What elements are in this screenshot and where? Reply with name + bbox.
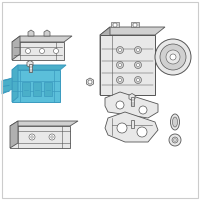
Circle shape — [113, 23, 117, 27]
Circle shape — [118, 78, 122, 82]
Polygon shape — [129, 94, 135, 100]
Circle shape — [172, 137, 178, 143]
Circle shape — [51, 136, 53, 138]
Circle shape — [88, 80, 92, 84]
Ellipse shape — [172, 117, 178, 127]
Polygon shape — [27, 60, 33, 68]
Ellipse shape — [170, 114, 180, 130]
Polygon shape — [2, 78, 12, 94]
Circle shape — [155, 39, 191, 75]
Bar — [130, 97, 134, 106]
Circle shape — [174, 139, 176, 141]
Bar — [33, 82, 41, 96]
Circle shape — [134, 76, 142, 84]
Polygon shape — [100, 27, 110, 95]
Circle shape — [170, 54, 176, 60]
Circle shape — [169, 134, 181, 146]
Polygon shape — [44, 30, 50, 36]
Circle shape — [134, 62, 142, 68]
Circle shape — [136, 78, 140, 82]
Polygon shape — [12, 65, 66, 70]
Circle shape — [160, 44, 186, 70]
Polygon shape — [12, 70, 60, 102]
Polygon shape — [10, 121, 18, 148]
Polygon shape — [87, 78, 93, 86]
Circle shape — [116, 46, 124, 53]
Bar — [44, 82, 52, 96]
Circle shape — [49, 134, 55, 140]
Circle shape — [137, 127, 147, 137]
Circle shape — [118, 48, 122, 51]
Circle shape — [117, 123, 127, 133]
Polygon shape — [10, 121, 78, 126]
Circle shape — [136, 64, 140, 66]
Bar — [10, 126, 70, 148]
Circle shape — [166, 50, 180, 64]
Polygon shape — [105, 92, 158, 118]
Polygon shape — [100, 27, 165, 35]
Circle shape — [116, 101, 124, 109]
Polygon shape — [12, 36, 72, 42]
Bar — [29, 64, 32, 72]
Circle shape — [134, 46, 142, 53]
Circle shape — [133, 23, 137, 27]
Circle shape — [29, 134, 35, 140]
Circle shape — [40, 48, 44, 53]
Circle shape — [118, 64, 122, 66]
Circle shape — [116, 62, 124, 68]
Circle shape — [139, 106, 147, 114]
Polygon shape — [28, 30, 34, 36]
Bar — [111, 22, 119, 27]
Bar — [22, 82, 30, 96]
Circle shape — [54, 48, 58, 53]
Bar — [131, 22, 139, 27]
Circle shape — [26, 48, 30, 53]
Polygon shape — [12, 42, 64, 60]
Circle shape — [116, 76, 124, 84]
Circle shape — [136, 48, 140, 51]
Polygon shape — [105, 112, 158, 142]
Bar — [130, 120, 134, 128]
Polygon shape — [12, 65, 18, 102]
Bar — [100, 35, 155, 95]
Circle shape — [31, 136, 33, 138]
Polygon shape — [12, 36, 20, 60]
